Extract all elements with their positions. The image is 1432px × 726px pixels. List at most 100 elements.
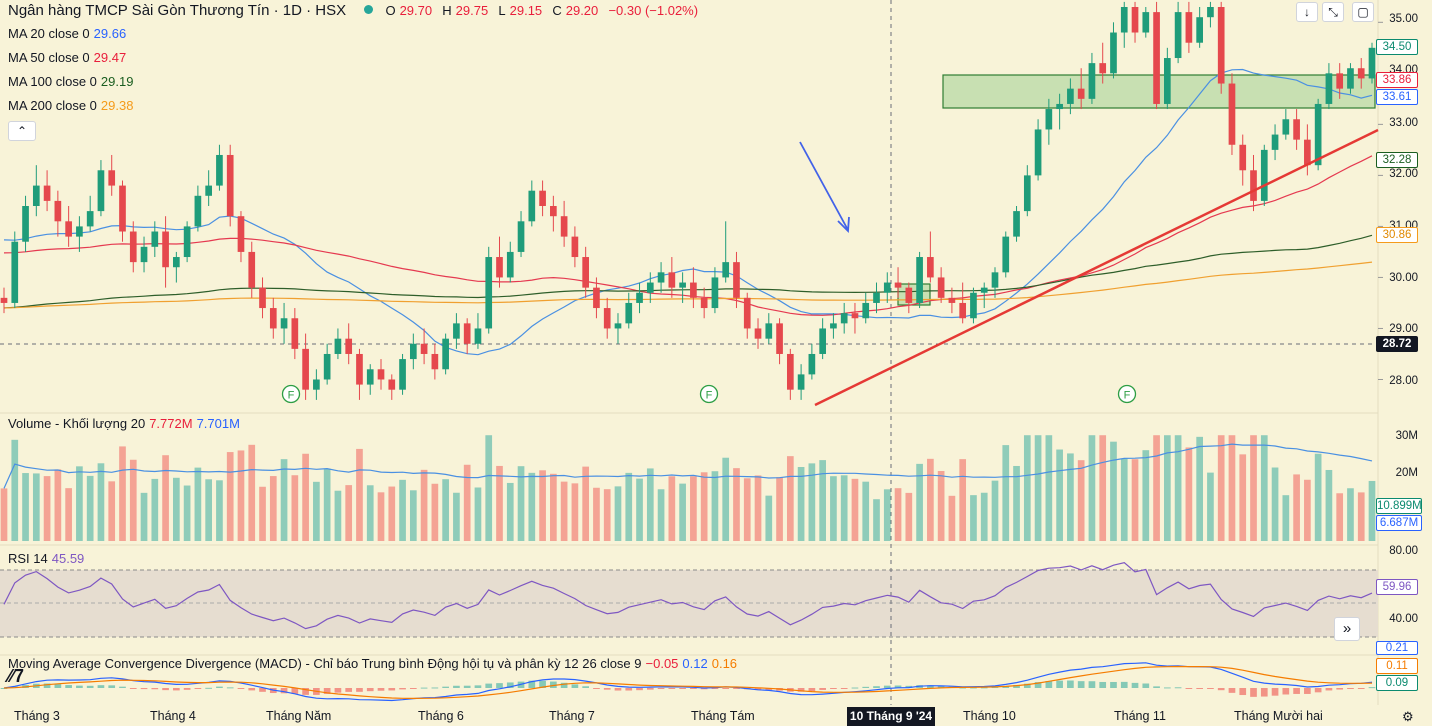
candle-body[interactable] bbox=[959, 302, 967, 319]
volume-bar[interactable] bbox=[1067, 453, 1074, 541]
candle-body[interactable] bbox=[463, 323, 471, 344]
candle-body[interactable] bbox=[409, 343, 417, 360]
candle-body[interactable] bbox=[668, 272, 676, 288]
volume-bar[interactable] bbox=[830, 476, 837, 541]
candle-body[interactable] bbox=[733, 262, 740, 298]
candle-body[interactable] bbox=[1163, 58, 1171, 104]
candle-body[interactable] bbox=[1034, 129, 1042, 176]
volume-bar[interactable] bbox=[1013, 465, 1020, 541]
volume-bar[interactable] bbox=[140, 492, 148, 541]
candle-body[interactable] bbox=[786, 353, 794, 390]
volume-bar[interactable] bbox=[1153, 435, 1160, 541]
volume-bar[interactable] bbox=[614, 486, 622, 541]
candle-body[interactable] bbox=[237, 216, 245, 252]
candle-body[interactable] bbox=[11, 241, 19, 303]
candle-body[interactable] bbox=[1067, 88, 1074, 104]
candle-body[interactable] bbox=[873, 292, 880, 303]
volume-bar[interactable] bbox=[173, 477, 180, 541]
tradingview-logo-icon[interactable]: ⁄⁄7 bbox=[8, 666, 25, 686]
candle-body[interactable] bbox=[690, 282, 697, 298]
ma100-line[interactable] bbox=[3, 234, 1373, 309]
candle-body[interactable] bbox=[1325, 73, 1333, 104]
volume-legend[interactable]: Volume - Khối lượng 20 7.772M 7.701M bbox=[8, 416, 244, 431]
candle-body[interactable] bbox=[1088, 63, 1096, 99]
volume-bar[interactable] bbox=[86, 475, 94, 541]
volume-bar[interactable] bbox=[593, 487, 600, 541]
candle-body[interactable] bbox=[1314, 103, 1322, 166]
candle-body[interactable] bbox=[862, 302, 870, 319]
volume-bar[interactable] bbox=[377, 492, 385, 541]
volume-bar[interactable] bbox=[237, 450, 245, 541]
candle-body[interactable] bbox=[550, 206, 557, 217]
volume-bar[interactable] bbox=[722, 457, 730, 541]
volume-bar[interactable] bbox=[1260, 435, 1268, 541]
volume-bar[interactable] bbox=[916, 463, 923, 541]
volume-bar[interactable] bbox=[302, 453, 309, 541]
volume-bar[interactable] bbox=[1056, 449, 1063, 541]
volume-bar[interactable] bbox=[32, 473, 40, 541]
volume-bar[interactable] bbox=[927, 458, 934, 541]
symbol-title[interactable]: Ngân hàng TMCP Sài Gòn Thương Tín · 1D ·… bbox=[8, 2, 347, 19]
candle-body[interactable] bbox=[679, 282, 686, 288]
volume-bar[interactable] bbox=[11, 439, 19, 541]
volume-bar[interactable] bbox=[1077, 460, 1085, 541]
ma200-line[interactable] bbox=[3, 261, 1373, 309]
volume-bar[interactable] bbox=[280, 459, 288, 541]
candle-body[interactable] bbox=[388, 379, 396, 390]
candle-body[interactable] bbox=[1282, 119, 1290, 135]
volume-bar[interactable] bbox=[1304, 479, 1311, 541]
candle-body[interactable] bbox=[905, 287, 913, 303]
volume-bar[interactable] bbox=[259, 486, 266, 541]
candle-body[interactable] bbox=[259, 287, 266, 309]
volume-bar[interactable] bbox=[345, 485, 353, 541]
volume-bar[interactable] bbox=[582, 466, 590, 541]
candle-body[interactable] bbox=[334, 338, 342, 354]
candle-body[interactable] bbox=[927, 257, 934, 278]
volume-bar[interactable] bbox=[119, 446, 126, 541]
volume-bar[interactable] bbox=[539, 470, 546, 541]
candle-body[interactable] bbox=[819, 328, 826, 354]
candle-body[interactable] bbox=[636, 292, 643, 303]
volume-bar[interactable] bbox=[0, 488, 8, 541]
volume-bar[interactable] bbox=[506, 482, 514, 541]
volume-bar[interactable] bbox=[1336, 493, 1344, 541]
candle-body[interactable] bbox=[1271, 134, 1279, 150]
volume-bar[interactable] bbox=[420, 469, 428, 541]
candle-body[interactable] bbox=[1056, 103, 1063, 110]
candle-body[interactable] bbox=[313, 379, 320, 390]
scroll-right-button[interactable]: » bbox=[1334, 617, 1360, 641]
volume-bar[interactable] bbox=[1217, 435, 1225, 541]
candle-body[interactable] bbox=[970, 292, 977, 319]
volume-bar[interactable] bbox=[1207, 472, 1214, 541]
dividend-marker[interactable] bbox=[699, 384, 719, 404]
scroll-down-button[interactable]: ↓ bbox=[1296, 2, 1318, 22]
candle-body[interactable] bbox=[937, 277, 945, 298]
volume-bar[interactable] bbox=[646, 468, 654, 541]
candle-body[interactable] bbox=[517, 221, 525, 252]
volume-bar[interactable] bbox=[248, 444, 256, 541]
volume-bar[interactable] bbox=[162, 455, 169, 541]
candle-body[interactable] bbox=[1174, 12, 1182, 59]
volume-bar[interactable] bbox=[1142, 450, 1150, 541]
volume-bar[interactable] bbox=[216, 480, 223, 541]
volume-bar[interactable] bbox=[463, 464, 471, 541]
candle-body[interactable] bbox=[97, 170, 105, 212]
candle-body[interactable] bbox=[1120, 7, 1128, 33]
candle-body[interactable] bbox=[560, 216, 568, 237]
ma200-legend[interactable]: MA 200 close 0 29.38 bbox=[8, 98, 137, 113]
candle-body[interactable] bbox=[582, 257, 590, 288]
volume-bar[interactable] bbox=[657, 489, 665, 541]
candle-body[interactable] bbox=[1142, 12, 1150, 33]
candle-body[interactable] bbox=[894, 282, 902, 288]
candle-body[interactable] bbox=[765, 323, 773, 339]
candle-body[interactable] bbox=[65, 221, 72, 237]
rsi-legend[interactable]: RSI 14 45.59 bbox=[8, 551, 88, 566]
volume-bar[interactable] bbox=[409, 490, 417, 541]
candle-body[interactable] bbox=[496, 257, 503, 278]
volume-bar[interactable] bbox=[442, 479, 449, 541]
candle-body[interactable] bbox=[474, 328, 482, 344]
volume-bar[interactable] bbox=[431, 483, 439, 541]
candle-body[interactable] bbox=[183, 226, 191, 258]
volume-bar[interactable] bbox=[679, 483, 686, 541]
